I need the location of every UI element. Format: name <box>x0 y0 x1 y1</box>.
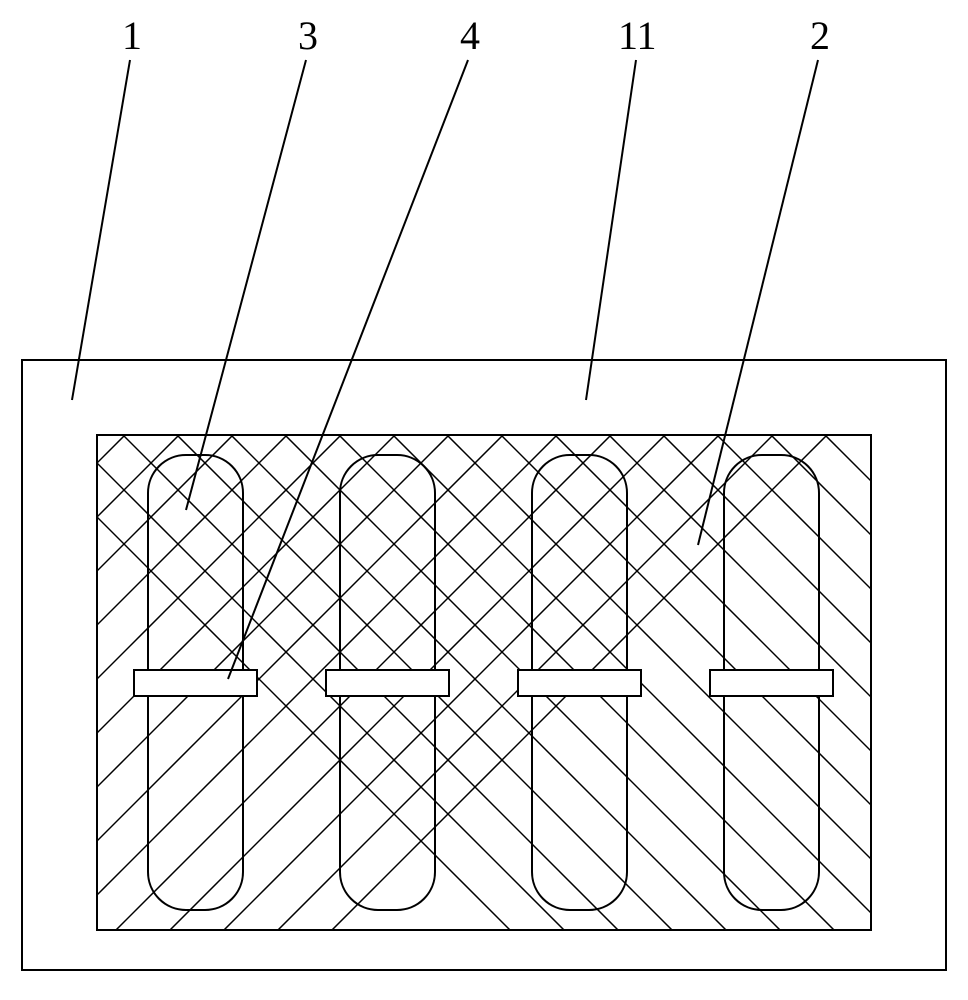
callout-label-11: 11 <box>618 12 657 59</box>
tab-2 <box>326 670 449 696</box>
callout-label-2: 2 <box>810 12 830 59</box>
leader-1 <box>72 60 130 400</box>
tab-1 <box>134 670 257 696</box>
callout-label-1: 1 <box>122 12 142 59</box>
tab-3 <box>518 670 641 696</box>
diagram-canvas: 1 3 4 11 2 <box>0 0 968 1000</box>
callout-label-3: 3 <box>298 12 318 59</box>
tab-4 <box>710 670 833 696</box>
diagram-svg <box>0 0 968 1000</box>
leader-11 <box>586 60 636 400</box>
crosshatch <box>0 0 968 1000</box>
callout-label-4: 4 <box>460 12 480 59</box>
